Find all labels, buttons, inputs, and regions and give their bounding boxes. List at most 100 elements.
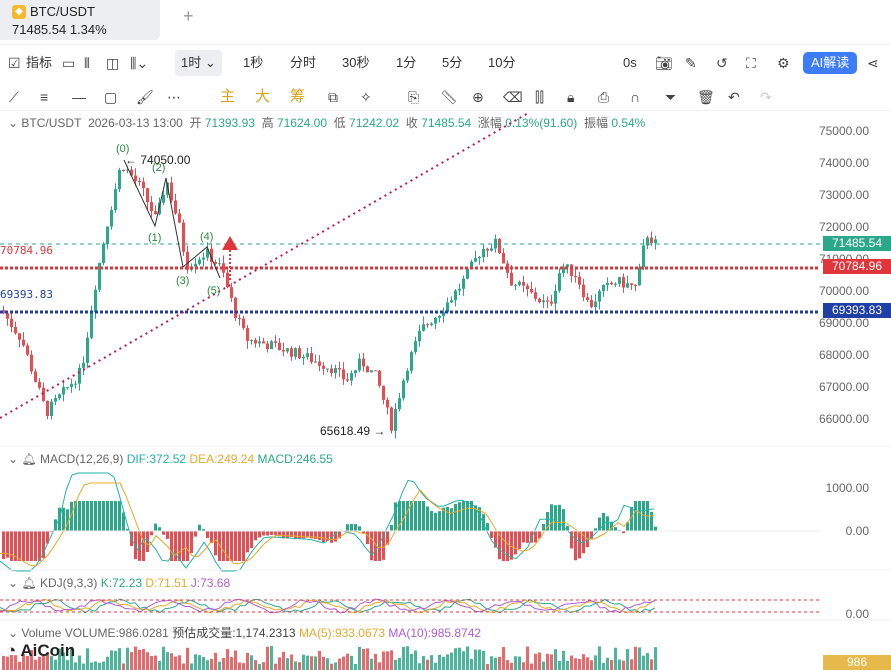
- candle-body: [598, 291, 601, 302]
- split-icon[interactable]: ◫: [106, 55, 120, 71]
- rectangle-icon[interactable]: ▢: [104, 89, 118, 105]
- candle-body: [314, 361, 317, 363]
- macd-bar: [358, 526, 361, 531]
- interval-5m[interactable]: 5分: [442, 55, 463, 70]
- volume-bar: [650, 659, 653, 670]
- compare-icon[interactable]: ⫴: [84, 55, 90, 71]
- add-tab-button[interactable]: +: [183, 6, 194, 26]
- candle-body: [246, 327, 249, 341]
- camera-icon[interactable]: 📷︎: [655, 55, 673, 71]
- horizontal-line-icon[interactable]: —: [72, 89, 86, 105]
- collapse-kdj-icon[interactable]: ⌄: [8, 576, 19, 590]
- interval-10m[interactable]: 10分: [488, 55, 516, 70]
- ruler-icon[interactable]: 📏︎: [440, 89, 458, 105]
- red-up-arrow: [222, 236, 238, 250]
- volume-bar: [86, 648, 89, 670]
- candle-body: [566, 264, 569, 267]
- wave-label: (2): [152, 162, 166, 174]
- candle-body: [490, 248, 493, 251]
- volume-bar: [378, 662, 381, 670]
- tab-btc-usdt[interactable]: ◆ BTC/USDT 71485.54 1.34%: [0, 0, 160, 40]
- magnet-icon[interactable]: ∩: [630, 89, 641, 105]
- volume-bar: [566, 660, 569, 670]
- annotate-icon[interactable]: ⎘: [408, 89, 420, 105]
- zoom-in-icon[interactable]: ⊕: [472, 89, 484, 105]
- red-level-label: 70784.96: [0, 244, 53, 257]
- last-price-tag: 71485.54: [823, 236, 891, 251]
- pencil-icon[interactable]: ✎: [685, 55, 697, 71]
- macd-bar: [74, 501, 77, 531]
- filter-icon[interactable]: ⏷: [665, 89, 677, 105]
- volume-bar: [562, 650, 565, 670]
- volume-bar: [278, 657, 281, 670]
- replay-icon[interactable]: ↺: [716, 55, 728, 71]
- macd-bar: [406, 501, 409, 531]
- macd-bar: [58, 507, 61, 531]
- lock-icon[interactable]: 🔒︎: [567, 89, 575, 105]
- macd-bar: [46, 531, 49, 544]
- redo-icon[interactable]: ↷: [760, 89, 772, 105]
- volume-bar: [258, 663, 261, 670]
- eraser-icon[interactable]: ⌫: [503, 89, 523, 105]
- collapse-volume-icon[interactable]: ⌄: [8, 626, 19, 640]
- trash-icon[interactable]: 🗑︎: [697, 89, 715, 105]
- candle-body: [102, 243, 105, 263]
- signal-icon[interactable]: ⧉: [328, 89, 338, 105]
- candle-type-icon[interactable]: ⫼⌄: [130, 55, 149, 71]
- volume-bar: [102, 661, 105, 670]
- candles-icon[interactable]: ⫿⫿: [535, 89, 544, 105]
- candle-body: [6, 313, 9, 319]
- volume-bar: [30, 650, 33, 670]
- volume-bar: [486, 663, 489, 670]
- chip-button[interactable]: 筹: [290, 88, 306, 105]
- candle-body: [510, 272, 513, 286]
- macd-bar: [102, 501, 105, 531]
- interval-timeline[interactable]: 分时: [290, 55, 317, 70]
- candle-body: [34, 371, 37, 382]
- candle-body: [642, 245, 645, 268]
- drawings-layer: [0, 111, 891, 621]
- alert-bell-icon[interactable]: 🔔︎: [21, 576, 37, 590]
- main-force-button[interactable]: 主: [220, 88, 236, 105]
- template-icon[interactable]: ⎙: [598, 89, 610, 105]
- candle-body: [626, 283, 629, 288]
- candle-body: [630, 283, 633, 286]
- macd-bar: [650, 511, 653, 531]
- candle-body: [218, 263, 221, 265]
- share-icon[interactable]: ⋖: [867, 55, 879, 71]
- interval-1m[interactable]: 1分: [396, 55, 417, 70]
- interval-selected[interactable]: 1时 ⌄: [175, 50, 222, 76]
- indicator-icon[interactable]: ☑: [8, 55, 21, 71]
- macd-title: ⌄ 🔔︎ MACD(12,26,9) DIF:372.52 DEA:249.24…: [8, 452, 333, 466]
- more-icon[interactable]: ⋯: [167, 89, 181, 105]
- magic-icon[interactable]: ✧: [360, 89, 372, 105]
- macd-bar: [338, 531, 341, 539]
- alert-bell-icon[interactable]: 🔔︎: [21, 452, 37, 466]
- parallel-lines-icon[interactable]: ≡: [40, 89, 49, 105]
- collapse-macd-icon[interactable]: ⌄: [8, 452, 19, 466]
- fullscreen-icon[interactable]: ⛶: [746, 55, 756, 71]
- indicators-button[interactable]: 指标: [26, 55, 53, 70]
- trendline-icon[interactable]: ⟋: [9, 89, 19, 105]
- macd-bar: [210, 531, 213, 544]
- candle-body: [582, 284, 585, 298]
- collapse-main-icon[interactable]: ⌄: [8, 116, 19, 130]
- macd-bar: [474, 505, 477, 531]
- candle-body: [450, 300, 453, 303]
- candle-body: [178, 213, 181, 223]
- big-order-button[interactable]: 大: [255, 88, 271, 105]
- candle-body: [554, 290, 557, 304]
- undo-icon[interactable]: ↶: [728, 89, 740, 105]
- layout-icon[interactable]: ▭: [62, 55, 76, 71]
- volume-bar: [54, 659, 57, 670]
- ai-interpret-button[interactable]: AI解读: [803, 52, 858, 74]
- macd-bar: [394, 502, 397, 531]
- macd-bar: [410, 501, 413, 531]
- interval-30s[interactable]: 30秒: [342, 55, 370, 70]
- settings-icon[interactable]: ⚙: [777, 55, 790, 71]
- volume-bar: [230, 657, 233, 670]
- candle-body: [590, 300, 593, 308]
- interval-1s[interactable]: 1秒: [243, 55, 264, 70]
- brush-icon[interactable]: 🖌︎: [136, 89, 154, 105]
